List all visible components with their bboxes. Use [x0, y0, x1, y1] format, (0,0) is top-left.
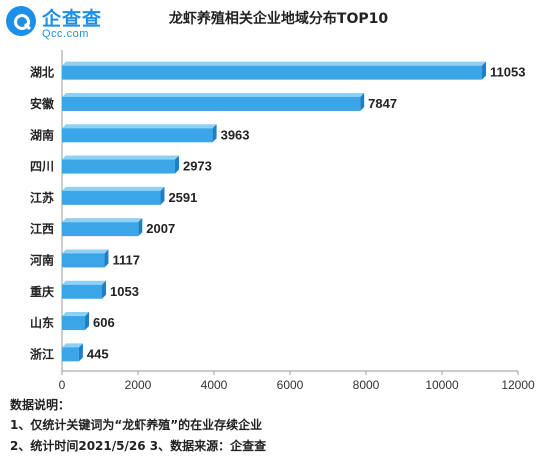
- x-tick-label: 10000: [425, 378, 459, 392]
- bar-end-face: [160, 186, 165, 205]
- data-label: 1053: [110, 284, 139, 299]
- x-tick-label: 0: [59, 378, 66, 392]
- search-logo-icon: [6, 6, 36, 36]
- bar-top-face: [62, 124, 217, 129]
- data-label: 2591: [168, 190, 197, 205]
- bar-top-face: [62, 280, 107, 285]
- bar-top-face: [62, 186, 165, 191]
- bar-end-face: [138, 218, 143, 237]
- bar-end-face: [78, 343, 83, 362]
- data-label: 2007: [146, 221, 175, 236]
- bar-chart: 0 2000 4000 6000 8000 10000 12000 湖北 11053 安徽 7847…: [29, 50, 535, 392]
- bar-end-face: [102, 280, 107, 299]
- x-tick-label: 6000: [277, 378, 304, 392]
- bar-top-face: [62, 61, 487, 66]
- bar-end-face: [212, 124, 217, 143]
- x-tick-label: 12000: [501, 378, 535, 392]
- logo-text-en: Qcc.com: [42, 28, 89, 40]
- bar-end-face: [174, 155, 179, 174]
- category-label: 河南: [29, 252, 54, 267]
- data-label: 2973: [183, 159, 212, 174]
- notes-line-2: 2、统计时间2021/5/26 3、数据来源：企查查: [10, 439, 267, 453]
- bar-top-face: [62, 249, 109, 254]
- bar: [62, 128, 213, 143]
- bar: [62, 253, 105, 268]
- category-label: 湖南: [30, 127, 54, 142]
- notes-line-1: 1、仅统计关键词为“龙虾养殖”的在业存续企业: [10, 418, 263, 432]
- bar: [62, 190, 161, 205]
- bar: [62, 316, 86, 331]
- data-label: 606: [93, 315, 115, 330]
- category-label: 江西: [30, 221, 54, 236]
- bar-top-face: [62, 312, 90, 317]
- bar-end-face: [360, 92, 365, 111]
- bar-top-face: [62, 343, 83, 348]
- logo: 企查查 Qcc.com: [6, 4, 156, 44]
- category-label: 重庆: [30, 284, 54, 299]
- category-label: 江苏: [30, 190, 54, 205]
- x-tick-label: 2000: [125, 378, 152, 392]
- category-label: 山东: [30, 315, 54, 330]
- data-label: 7847: [368, 96, 397, 111]
- category-label: 湖北: [30, 65, 54, 80]
- category-label: 安徽: [30, 96, 55, 111]
- category-label: 四川: [30, 160, 54, 174]
- chart-title: 龙虾养殖相关企业地域分布TOP10: [168, 11, 389, 27]
- bar: [62, 222, 139, 237]
- bar-end-face: [482, 61, 487, 80]
- data-label: 3963: [221, 127, 250, 142]
- category-label: 浙江: [30, 346, 54, 361]
- bar-top-face: [62, 218, 143, 223]
- bar: [62, 159, 175, 174]
- logo-text-cn: 企查查: [42, 8, 103, 30]
- data-label: 11053: [490, 65, 525, 80]
- bar-top-face: [62, 155, 179, 160]
- bar-end-face: [85, 312, 90, 331]
- data-label: 445: [87, 346, 109, 361]
- bar: [62, 284, 103, 299]
- bar: [62, 65, 483, 80]
- x-tick-label: 8000: [353, 378, 380, 392]
- data-label: 1117: [112, 252, 140, 267]
- bar: [62, 96, 361, 111]
- notes-heading: 数据说明：: [10, 398, 71, 412]
- bar-top-face: [62, 92, 365, 97]
- bar-end-face: [104, 249, 109, 268]
- bar: [62, 347, 79, 362]
- x-tick-label: 4000: [201, 378, 228, 392]
